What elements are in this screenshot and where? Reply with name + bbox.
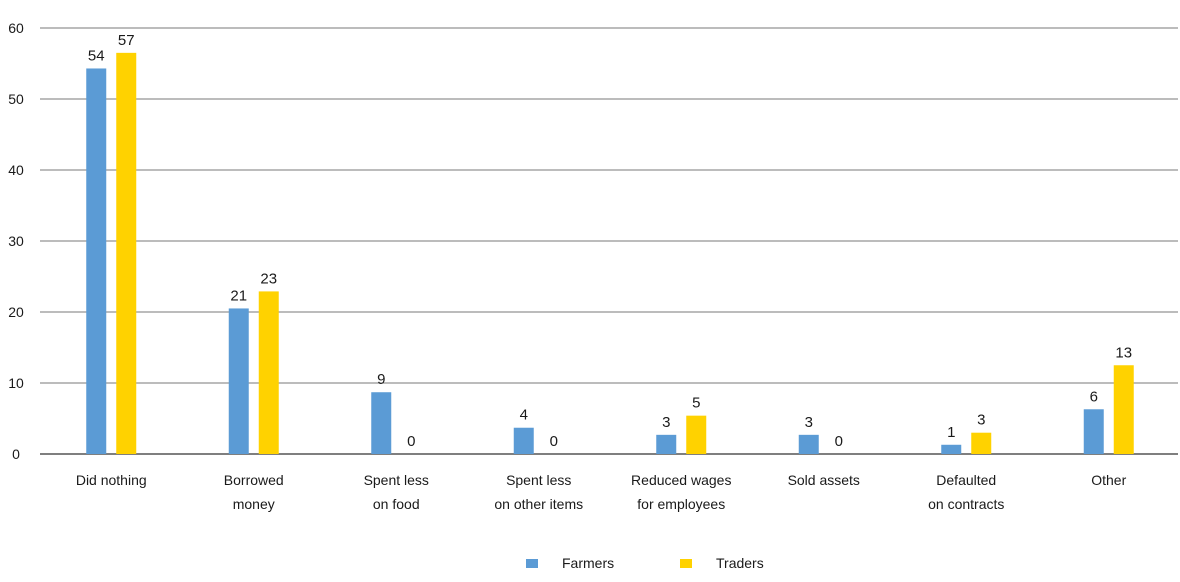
category-label: Spent less on food [364,472,429,512]
bar-traders [258,291,279,454]
bars [86,52,1134,454]
data-label: 1 [947,424,955,441]
bar-farmers [798,434,819,454]
y-tick-label: 60 [8,20,24,36]
gridlines [40,27,1178,455]
y-tick-label: 50 [8,91,24,107]
category-label: Did nothing [76,472,147,488]
legend-swatch-farmers [526,559,538,568]
data-label: 3 [662,414,670,431]
data-label: 13 [1115,344,1132,361]
data-label: 57 [118,32,135,49]
data-label: 6 [1090,388,1098,405]
y-tick-label: 40 [8,162,24,178]
y-tick-label: 30 [8,233,24,249]
y-axis: 0 10 20 30 40 50 60 [8,20,24,462]
bar-farmers [371,392,392,454]
data-label: 5 [692,395,700,412]
category-label: Defaulted on contracts [928,472,1004,512]
legend: Farmers Traders [526,555,764,571]
category-label: Other [1091,472,1126,488]
bar-traders [971,432,992,454]
legend-swatch-traders [680,559,692,568]
bar-farmers [228,308,249,454]
category-label: Borrowed money [224,472,284,512]
bar-traders [1113,365,1134,454]
bar-farmers [513,427,534,454]
x-axis-categories: Did nothing Borrowed money Spent less on foo… [76,472,1127,512]
data-label: 21 [230,287,247,304]
category-label: Sold assets [788,472,860,488]
bar-farmers [941,444,962,454]
bar-farmers [86,68,107,454]
category-label: Reduced wages for employees [631,472,731,512]
y-tick-label: 20 [8,304,24,320]
data-label: 9 [377,371,385,388]
legend-label-farmers: Farmers [562,555,614,571]
bar-traders [686,415,707,454]
legend-label-traders: Traders [716,555,764,571]
data-label: 0 [407,433,415,450]
data-label: 0 [550,433,558,450]
category-label: Spent less on other items [494,472,583,512]
data-label: 23 [260,270,277,287]
data-label: 54 [88,47,105,64]
y-tick-label: 10 [8,375,24,391]
data-label: 4 [520,407,528,424]
bar-traders [116,52,137,454]
y-tick-label: 0 [12,446,20,462]
data-label: 0 [835,433,843,450]
bar-farmers [1083,409,1104,454]
data-label: 3 [977,412,985,429]
data-label: 3 [805,414,813,431]
bar-farmers [656,434,677,454]
